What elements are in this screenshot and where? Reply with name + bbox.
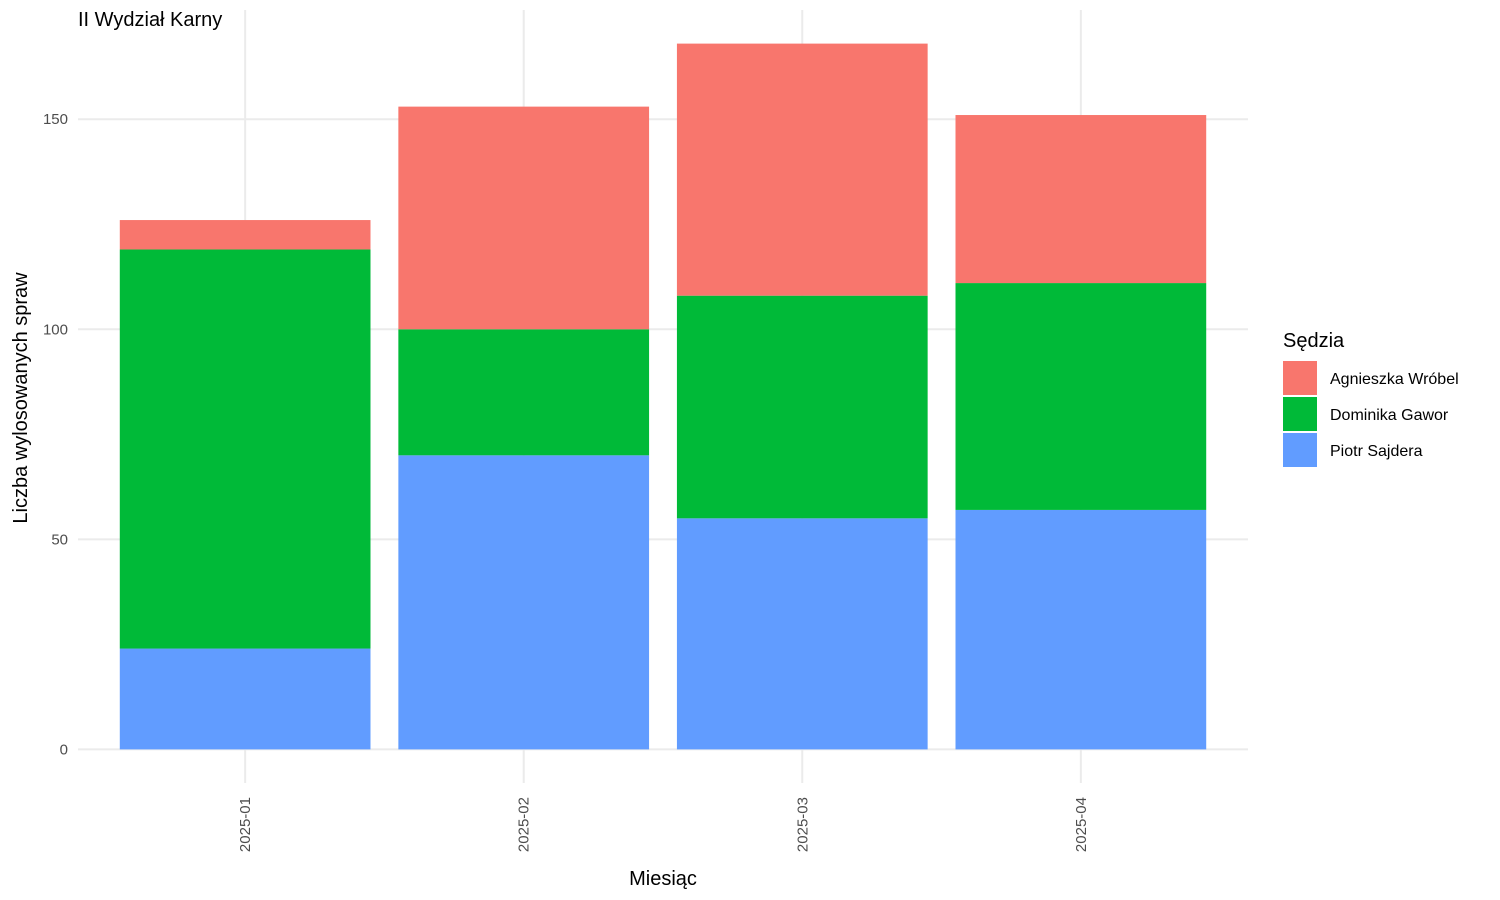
legend-swatch — [1283, 397, 1317, 431]
bar-segment — [119, 648, 371, 750]
legend: Sędzia Agnieszka Wróbel Dominika Gawor Pio… — [1283, 330, 1459, 467]
y-tick-label: 0 — [60, 741, 68, 758]
y-axis-title: Liczba wylosowanych spraw — [10, 272, 32, 524]
chart-title: II Wydział Karny — [78, 9, 222, 31]
x-tick-label: 2025-01 — [237, 797, 254, 852]
x-tick-label: 2025-02 — [516, 797, 533, 852]
legend-swatch — [1283, 361, 1317, 395]
bar-segment — [676, 518, 928, 750]
bar-segment — [955, 115, 1207, 284]
bar-segment — [398, 106, 650, 330]
legend-label: Dominika Gawor — [1330, 407, 1449, 424]
legend-title: Sędzia — [1283, 330, 1345, 352]
legend-label: Piotr Sajdera — [1330, 443, 1423, 460]
legend-label: Agnieszka Wróbel — [1330, 371, 1459, 388]
y-tick-labels: 0 50 100 150 — [43, 111, 68, 758]
x-tick-labels: 2025-01 2025-02 2025-03 2025-04 — [237, 797, 1090, 852]
legend-items: Agnieszka Wróbel Dominika Gawor Piotr Sajd… — [1283, 361, 1459, 467]
bar-segment — [676, 295, 928, 519]
bar-segment — [398, 329, 650, 456]
bars-layer — [119, 43, 1207, 750]
y-tick-label: 50 — [51, 531, 68, 548]
x-tick-label: 2025-04 — [1073, 797, 1090, 852]
x-axis-title: Miesiąc — [629, 868, 697, 890]
bar-segment — [119, 220, 371, 250]
x-tick-label: 2025-03 — [794, 797, 811, 852]
bar-segment — [955, 509, 1207, 750]
y-tick-label: 150 — [43, 111, 68, 128]
legend-swatch — [1283, 433, 1317, 467]
bar-segment — [119, 249, 371, 649]
bar-segment — [398, 455, 650, 750]
bar-segment — [955, 283, 1207, 510]
bar-segment — [676, 43, 928, 296]
y-tick-label: 100 — [43, 321, 68, 338]
